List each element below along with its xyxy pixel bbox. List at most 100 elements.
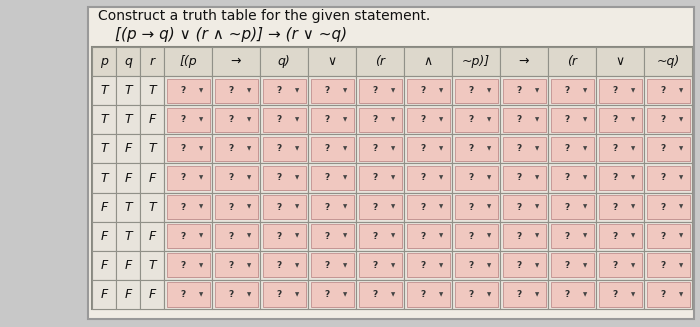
Text: ▼: ▼: [679, 234, 683, 239]
Bar: [214, 283, 258, 306]
Text: ?: ?: [660, 145, 666, 153]
Text: ▼: ▼: [439, 205, 443, 210]
Text: ▼: ▼: [486, 234, 491, 239]
Bar: [164, 134, 212, 164]
Bar: [312, 79, 354, 104]
Bar: [263, 196, 307, 220]
Bar: [647, 137, 690, 161]
Text: ?: ?: [516, 86, 522, 95]
Bar: [214, 195, 258, 219]
Bar: [550, 137, 594, 161]
Bar: [311, 283, 354, 306]
Text: ▼: ▼: [199, 117, 203, 122]
Text: ?: ?: [276, 115, 281, 124]
Text: Construct a truth table for the given statement.: Construct a truth table for the given st…: [98, 9, 430, 23]
Bar: [140, 134, 164, 164]
Text: ▼: ▼: [679, 263, 683, 268]
Bar: [596, 222, 644, 251]
Bar: [596, 134, 644, 164]
Bar: [164, 164, 212, 193]
Text: ▼: ▼: [391, 263, 395, 268]
Bar: [214, 253, 258, 277]
Bar: [500, 105, 548, 134]
Bar: [308, 280, 356, 309]
Bar: [167, 254, 211, 278]
Bar: [263, 109, 307, 133]
Bar: [212, 251, 260, 280]
Bar: [552, 79, 594, 104]
Text: ▼: ▼: [535, 292, 539, 297]
Text: ?: ?: [564, 232, 570, 241]
Bar: [404, 76, 452, 105]
Bar: [260, 134, 308, 164]
Text: (r: (r: [375, 55, 385, 68]
Text: ?: ?: [660, 86, 666, 95]
Bar: [92, 105, 116, 134]
Bar: [503, 109, 547, 133]
Bar: [216, 196, 258, 220]
Bar: [452, 222, 500, 251]
Bar: [647, 253, 690, 277]
Bar: [260, 105, 308, 134]
Text: ?: ?: [276, 203, 281, 212]
Bar: [167, 225, 211, 249]
Text: ▼: ▼: [295, 263, 299, 268]
Bar: [260, 222, 308, 251]
Bar: [116, 164, 140, 193]
Bar: [644, 251, 692, 280]
Text: ?: ?: [420, 145, 426, 153]
Bar: [312, 225, 354, 249]
Text: ▼: ▼: [631, 88, 635, 93]
Text: ?: ?: [612, 203, 617, 212]
Text: F: F: [148, 288, 155, 301]
Text: ?: ?: [372, 174, 377, 182]
Text: q: q: [124, 55, 132, 68]
Text: ▼: ▼: [247, 263, 251, 268]
Text: (r: (r: [567, 55, 577, 68]
Bar: [167, 283, 209, 306]
Bar: [358, 137, 402, 161]
Bar: [167, 137, 209, 161]
Text: ?: ?: [324, 203, 330, 212]
Bar: [596, 193, 644, 222]
Text: ?: ?: [228, 203, 234, 212]
Bar: [140, 280, 164, 309]
Text: ▼: ▼: [486, 263, 491, 268]
Bar: [644, 193, 692, 222]
Bar: [456, 138, 498, 162]
Bar: [356, 105, 404, 134]
Bar: [454, 137, 498, 161]
Text: ▼: ▼: [486, 205, 491, 210]
Bar: [454, 283, 498, 306]
Text: ?: ?: [660, 261, 666, 270]
Text: ?: ?: [516, 290, 522, 299]
Bar: [503, 283, 545, 306]
Text: ▼: ▼: [343, 263, 347, 268]
Text: ?: ?: [612, 174, 617, 182]
Bar: [167, 196, 211, 220]
Text: ~p)]: ~p)]: [462, 55, 490, 68]
Bar: [214, 166, 258, 190]
Bar: [596, 251, 644, 280]
Bar: [648, 196, 690, 220]
Text: ?: ?: [420, 86, 426, 95]
Text: ▼: ▼: [247, 88, 251, 93]
Text: ▼: ▼: [391, 205, 395, 210]
Text: ▼: ▼: [631, 146, 635, 151]
Text: ?: ?: [612, 115, 617, 124]
Bar: [454, 253, 498, 277]
Bar: [503, 137, 545, 161]
Bar: [500, 164, 548, 193]
Text: ?: ?: [228, 174, 234, 182]
Text: F: F: [148, 171, 155, 184]
Text: ?: ?: [660, 232, 666, 241]
Bar: [548, 47, 596, 76]
Bar: [407, 138, 451, 162]
Text: ▼: ▼: [535, 146, 539, 151]
Bar: [598, 253, 641, 277]
Text: ?: ?: [660, 115, 666, 124]
Bar: [599, 284, 643, 307]
Bar: [452, 280, 500, 309]
Text: ▼: ▼: [199, 292, 203, 297]
Bar: [644, 47, 692, 76]
